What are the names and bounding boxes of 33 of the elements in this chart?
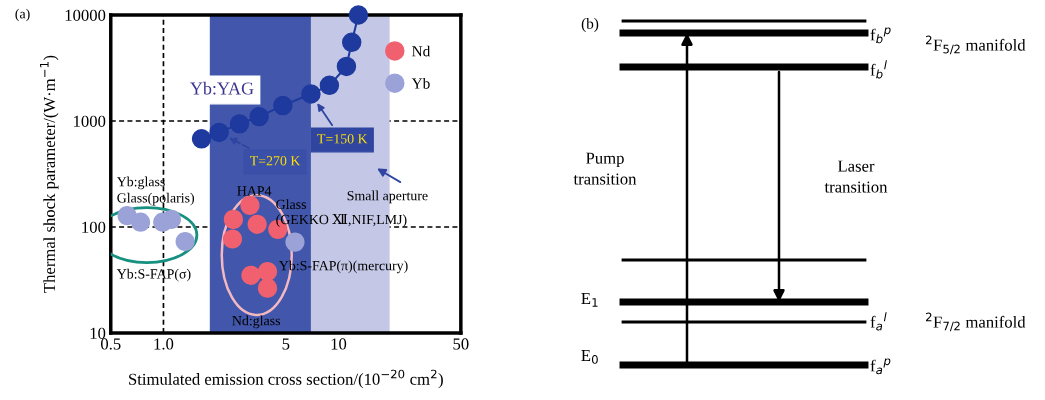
- text: $^{2}$F$_{5/2}$ manifold: [926, 35, 1026, 55]
- text: $^{2}$F$_{7/2}$ manifold: [926, 312, 1026, 332]
- x-axis-title: Stimulated emission cross section/(10$^{−20}$ cm$^{2}$): [129, 369, 443, 389]
- annotation: T=270 K: [250, 156, 301, 166]
- text: Laser transition: [824, 160, 888, 193]
- text: f$_{b}$$^{p}$: [870, 27, 891, 44]
- text: f$_{a}$$^{p}$: [870, 358, 891, 375]
- y-axis-title: Thermal shock parameter/(W·m$^{−1}$): [40, 55, 59, 293]
- y-tick-label: 100: [82, 221, 106, 233]
- text: E$_{0}$: [581, 350, 598, 364]
- legend-label: Yb: [411, 77, 430, 89]
- x-tick-label: 5: [282, 338, 290, 350]
- text: f$_{b}$$^{l}$: [870, 60, 887, 79]
- x-tick-label: 50: [453, 338, 469, 350]
- annotation: Nd:glass: [232, 315, 280, 329]
- y-tick-label: 1000: [74, 115, 106, 127]
- annotation: Glass(polaris): [117, 192, 195, 206]
- text: (a): [15, 8, 30, 22]
- y-tick-label: 10: [90, 327, 106, 339]
- annotation: HAP4: [237, 186, 272, 196]
- x-tick-label: 0.5: [100, 338, 121, 350]
- annotation: Yb:S-FAP(σ): [116, 268, 191, 282]
- annotation: Yb:YAG: [190, 81, 254, 95]
- text: Pump transition: [573, 152, 637, 185]
- annotation: Yb:glass: [116, 176, 165, 190]
- legend-label: Nd: [412, 45, 431, 57]
- x-tick-label: 10: [331, 338, 347, 350]
- y-tick-label: 10000: [65, 9, 106, 21]
- text: f$_{a}$$^{l}$: [870, 312, 887, 331]
- text: E$_{1}$: [581, 293, 598, 307]
- annotation: T=150 K: [317, 134, 368, 144]
- x-tick-label: 1.0: [154, 338, 174, 350]
- text: (b): [581, 18, 599, 32]
